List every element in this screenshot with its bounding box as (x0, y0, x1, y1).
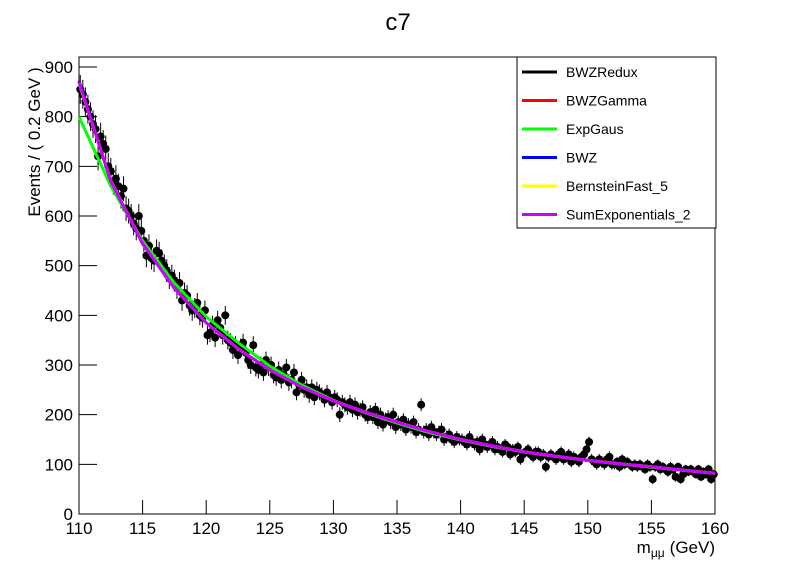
data-point (541, 462, 550, 471)
y-tick-label: 700 (45, 157, 73, 176)
data-point (310, 393, 319, 402)
data-point (488, 437, 497, 446)
x-tick-label: 110 (65, 519, 92, 538)
data-point (249, 341, 258, 350)
legend-box (516, 56, 717, 229)
x-axis-label: mμμ (GeV) (637, 538, 715, 560)
x-tick-label: 150 (574, 519, 602, 538)
legend-label: BernsteinFast_5 (566, 178, 668, 194)
data-point (289, 368, 298, 377)
x-tick-label: 160 (701, 519, 729, 538)
data-point (582, 445, 591, 454)
x-tick-label: 145 (510, 519, 538, 538)
data-point (155, 249, 164, 258)
x-tick-label: 120 (192, 519, 220, 538)
y-tick-label: 800 (45, 108, 73, 127)
data-point (234, 351, 242, 360)
legend-label: ExpGaus (566, 121, 624, 137)
x-tick-label: 125 (256, 519, 284, 538)
data-point (557, 447, 566, 456)
data-point (134, 212, 143, 220)
data-point (297, 375, 306, 384)
x-tick-label: 155 (637, 519, 665, 538)
y-tick-label: 900 (45, 58, 73, 77)
fit-curve (77, 81, 716, 475)
x-label-sub: μμ (651, 546, 665, 560)
y-tick-label: 200 (45, 406, 73, 425)
legend-label: SumExponentials_2 (566, 207, 691, 223)
data-point (111, 174, 120, 183)
data-point (211, 333, 220, 342)
x-label-var: m (637, 538, 651, 557)
x-tick-label: 130 (319, 519, 347, 538)
data-point (292, 388, 301, 397)
data-point (282, 363, 291, 372)
legend-label: BWZ (566, 150, 598, 166)
data-point (417, 400, 426, 409)
data-point (399, 415, 408, 424)
data-point (389, 410, 398, 419)
data-point (371, 405, 380, 414)
y-tick-label: 100 (45, 455, 73, 474)
x-tick-label: 135 (383, 519, 411, 538)
x-tick-label: 115 (129, 519, 156, 538)
y-tick-label: 500 (45, 257, 73, 276)
data-point (648, 475, 657, 484)
data-point (409, 418, 418, 427)
data-point (119, 184, 128, 193)
data-point (335, 410, 344, 419)
data-point (475, 445, 484, 454)
data-point (605, 452, 614, 461)
data-point (213, 316, 222, 325)
x-tick-label: 140 (446, 519, 474, 538)
data-point (206, 328, 215, 337)
data-point (259, 368, 268, 377)
data-point (101, 144, 110, 153)
chart-title: c7 (385, 9, 410, 36)
legend-label: BWZGamma (566, 93, 647, 109)
y-axis-label: Events / ( 0.2 GeV ) (25, 67, 44, 216)
y-tick-label: 300 (45, 356, 73, 375)
data-point (221, 311, 230, 320)
data-point (437, 425, 446, 434)
data-point (585, 437, 594, 446)
y-tick-label: 600 (45, 207, 73, 226)
x-label-unit: (GeV) (670, 538, 715, 557)
legend-label: BWZRedux (566, 64, 638, 80)
y-tick-label: 400 (45, 306, 73, 325)
y-tick-label: 0 (64, 505, 73, 524)
